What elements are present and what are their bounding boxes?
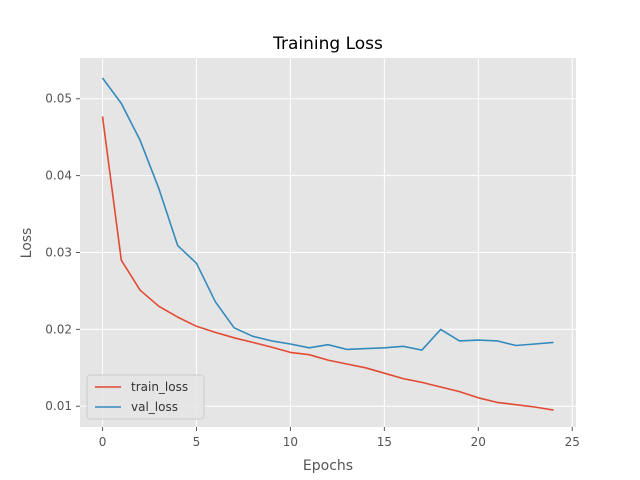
y-tick-label: 0.05 (45, 92, 72, 106)
y-tick-label: 0.02 (45, 322, 72, 336)
y-tick-label: 0.01 (45, 399, 72, 413)
y-tick-label: 0.04 (45, 169, 72, 183)
grid-lines (80, 58, 576, 427)
x-tick-label: 25 (565, 435, 580, 449)
series-line-train-loss (101, 116, 554, 411)
series-line-val-loss (101, 77, 554, 351)
series-lines (101, 77, 554, 411)
legend-label-val-loss: val_loss (131, 400, 178, 414)
legend: train_loss val_loss (86, 374, 205, 420)
x-tick-label: 20 (471, 435, 486, 449)
chart-title: Training Loss (272, 34, 383, 54)
x-tick-label: 10 (283, 435, 298, 449)
y-axis-label: Loss (19, 228, 35, 259)
plot-area (80, 58, 576, 427)
legend-label-train-loss: train_loss (131, 380, 188, 394)
x-axis-label: Epochs (303, 458, 353, 474)
legend-box (86, 374, 205, 420)
y-tick-label: 0.03 (45, 245, 72, 259)
x-tick-label: 0 (99, 435, 107, 449)
x-tick-label: 5 (193, 435, 201, 449)
x-tick-label: 15 (377, 435, 392, 449)
axis-ticks: 0 5 10 15 20 25 0.01 0.02 0.03 0.04 0.05 (45, 92, 580, 449)
